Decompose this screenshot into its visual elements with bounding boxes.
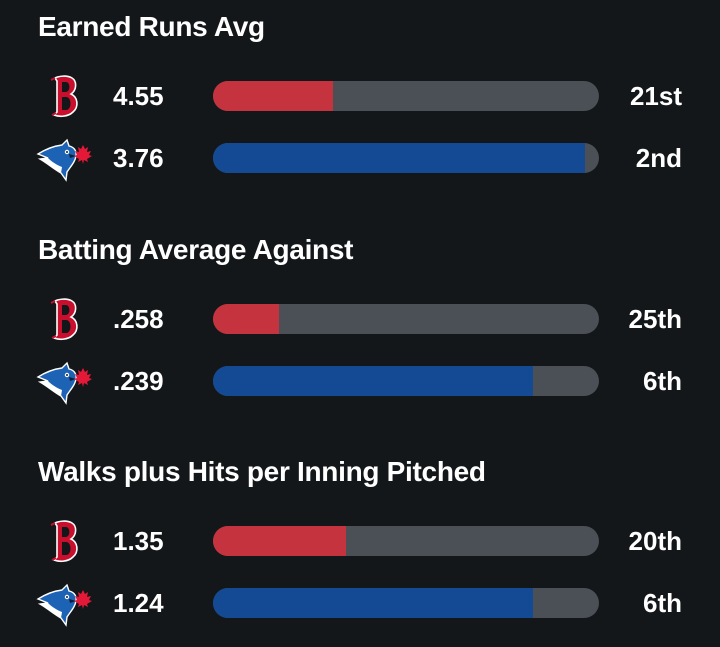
blue-jays-logo-icon (36, 355, 94, 407)
stat-value: 3.76 (113, 143, 164, 173)
stat-row-red-sox: 1.35 20th (0, 515, 720, 567)
stat-rank: 20th (628, 526, 682, 556)
stat-bar (213, 143, 599, 173)
stat-bar-fill (213, 366, 534, 396)
stat-value: 4.55 (113, 81, 164, 111)
stat-rank: 2nd (635, 143, 682, 173)
stat-bar-fill (213, 304, 279, 334)
blue-jays-logo-icon (36, 132, 94, 184)
stat-bar-fill (213, 143, 586, 173)
stat-bar (213, 366, 599, 396)
stat-row-red-sox: .258 25th (0, 293, 720, 345)
stat-title: Batting Average Against (38, 234, 354, 265)
stat-bar (213, 81, 599, 111)
stat-bar-fill (213, 81, 333, 111)
stat-row-blue-jays: 1.24 6th (0, 577, 720, 629)
stat-rank: 6th (643, 588, 682, 618)
stat-row-red-sox: 4.55 21st (0, 70, 720, 122)
stat-bar (213, 588, 599, 618)
stat-value: .258 (113, 304, 164, 334)
stat-title: Walks plus Hits per Inning Pitched (38, 456, 486, 487)
stat-title: Earned Runs Avg (38, 11, 265, 42)
stat-rank: 25th (628, 304, 682, 334)
stat-bar-fill (213, 588, 534, 618)
stat-value: .239 (113, 366, 164, 396)
stat-bar (213, 526, 599, 556)
stat-value: 1.35 (113, 526, 164, 556)
stat-bar (213, 304, 599, 334)
stat-row-blue-jays: .239 6th (0, 355, 720, 407)
stat-row-blue-jays: 3.76 2nd (0, 132, 720, 184)
red-sox-logo-icon (36, 515, 94, 567)
stat-value: 1.24 (113, 588, 164, 618)
red-sox-logo-icon (36, 70, 94, 122)
stat-rank: 6th (643, 366, 682, 396)
stat-bar-fill (213, 526, 347, 556)
red-sox-logo-icon (36, 293, 94, 345)
stat-rank: 21st (629, 81, 682, 111)
blue-jays-logo-icon (36, 577, 94, 629)
